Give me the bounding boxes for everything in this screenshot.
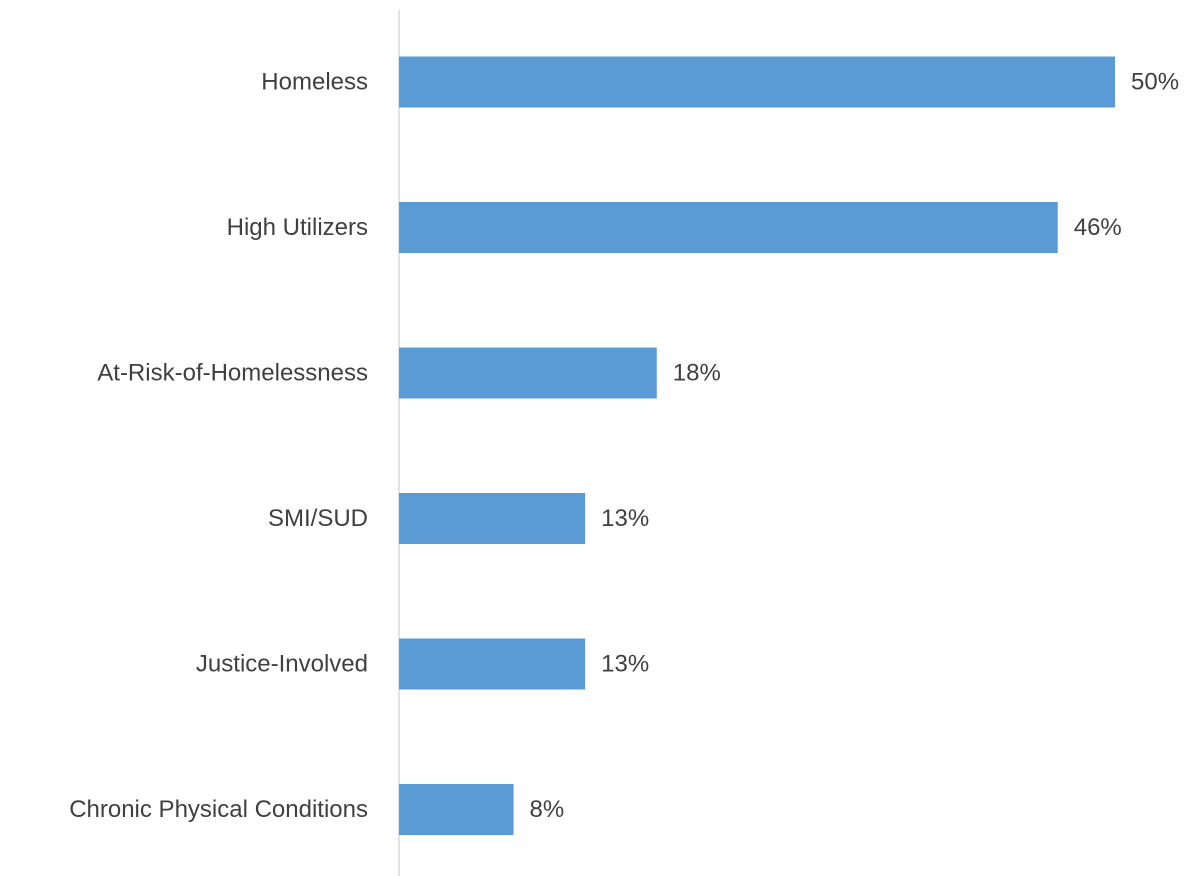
bar-3 (399, 493, 586, 544)
value-label: 50% (1131, 69, 1179, 96)
value-label: 18% (673, 360, 721, 387)
category-label: Chronic Physical Conditions (69, 796, 368, 823)
value-label: 8% (530, 796, 565, 823)
bar-5 (399, 784, 514, 835)
category-label: Justice-Involved (196, 651, 368, 678)
category-label: High Utilizers (227, 214, 368, 241)
category-labels-layer: Homeless High Utilizers At-Risk-of-Homeles… (69, 69, 368, 824)
value-label: 46% (1074, 214, 1122, 241)
bar-0 (399, 56, 1115, 108)
bar-1 (399, 202, 1058, 253)
value-labels-layer: 50% 46% 18% 13% 13% 8% (530, 69, 1179, 824)
bar-4 (399, 638, 586, 690)
category-label: Homeless (261, 69, 368, 96)
bar-2 (399, 347, 657, 399)
category-label: SMI/SUD (268, 505, 368, 532)
value-label: 13% (601, 651, 649, 678)
bars-layer (399, 56, 1115, 835)
category-label: At-Risk-of-Homelessness (97, 360, 368, 387)
value-label: 13% (601, 505, 649, 532)
